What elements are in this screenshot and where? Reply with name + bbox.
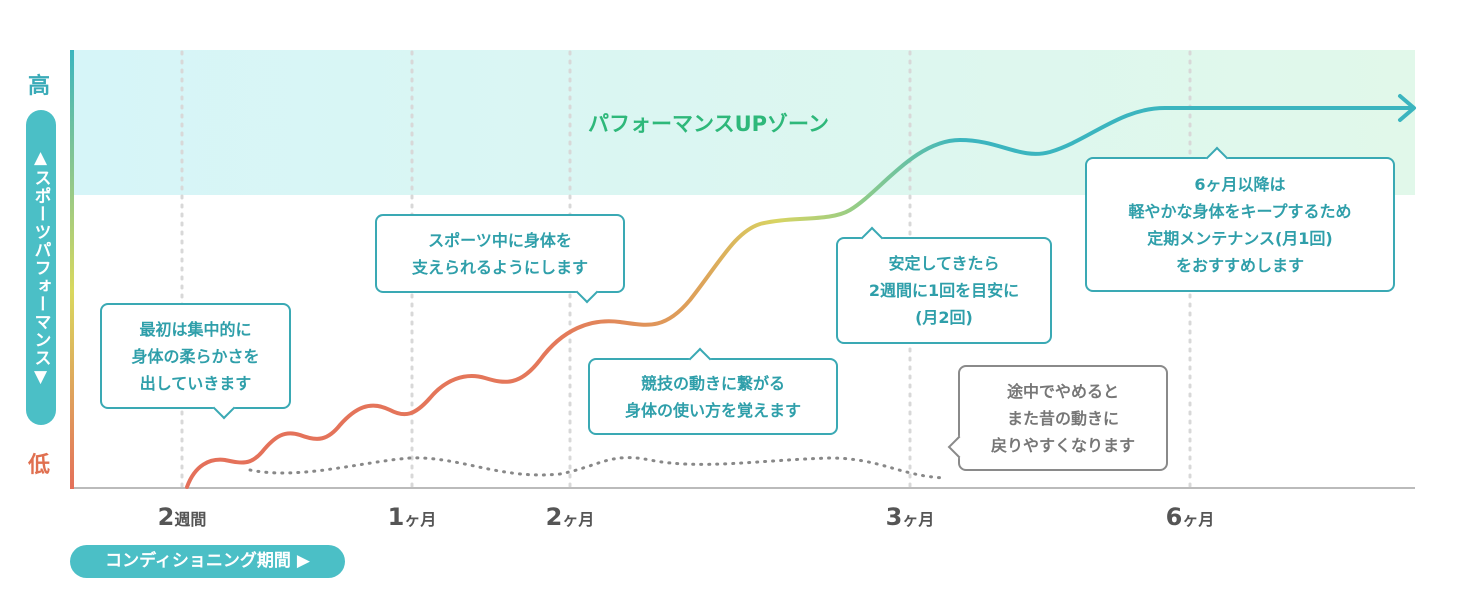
callout-stable: 安定してきたら 2週間に1回を目安に (月2回) xyxy=(836,226,1052,344)
callout-support: スポーツ中に身体を 支えられるようにします xyxy=(375,214,625,304)
y-low-label: 低 xyxy=(28,453,51,478)
y-axis-title: ▲スポーツパフォーマンス▼ xyxy=(26,110,56,425)
x-tick-3months: 3ヶ月 xyxy=(885,503,935,531)
x-tick-1month: 1ヶ月 xyxy=(387,503,437,531)
y-high-label: 高 xyxy=(28,74,51,99)
zone-label: パフォーマンスUPゾーン xyxy=(588,112,829,136)
x-tick-2weeks: 2週間 xyxy=(157,503,207,531)
callout-maintenance: 6ヶ月以降は 軽やかな身体をキープするため 定期メンテナンス(月1回) をおすすめしま… xyxy=(1085,146,1395,292)
callout-dropout: 途中でやめると また昔の動きに 戻りやすくなります xyxy=(947,365,1168,471)
callout-movement: 競技の動きに繋がる 身体の使い方を覚えます xyxy=(588,347,838,435)
y-axis-line xyxy=(70,50,74,489)
arrow-head-icon xyxy=(1398,94,1416,122)
x-axis-title: コンディショニング期間 ▶ xyxy=(70,545,345,578)
x-tick-2months: 2ヶ月 xyxy=(545,503,595,531)
dropout-curve xyxy=(248,456,947,480)
x-tick-6months: 6ヶ月 xyxy=(1165,503,1215,531)
performance-curve xyxy=(185,106,1412,489)
callout-intensive: 最初は集中的に 身体の柔らかさを 出していきます xyxy=(100,303,291,420)
